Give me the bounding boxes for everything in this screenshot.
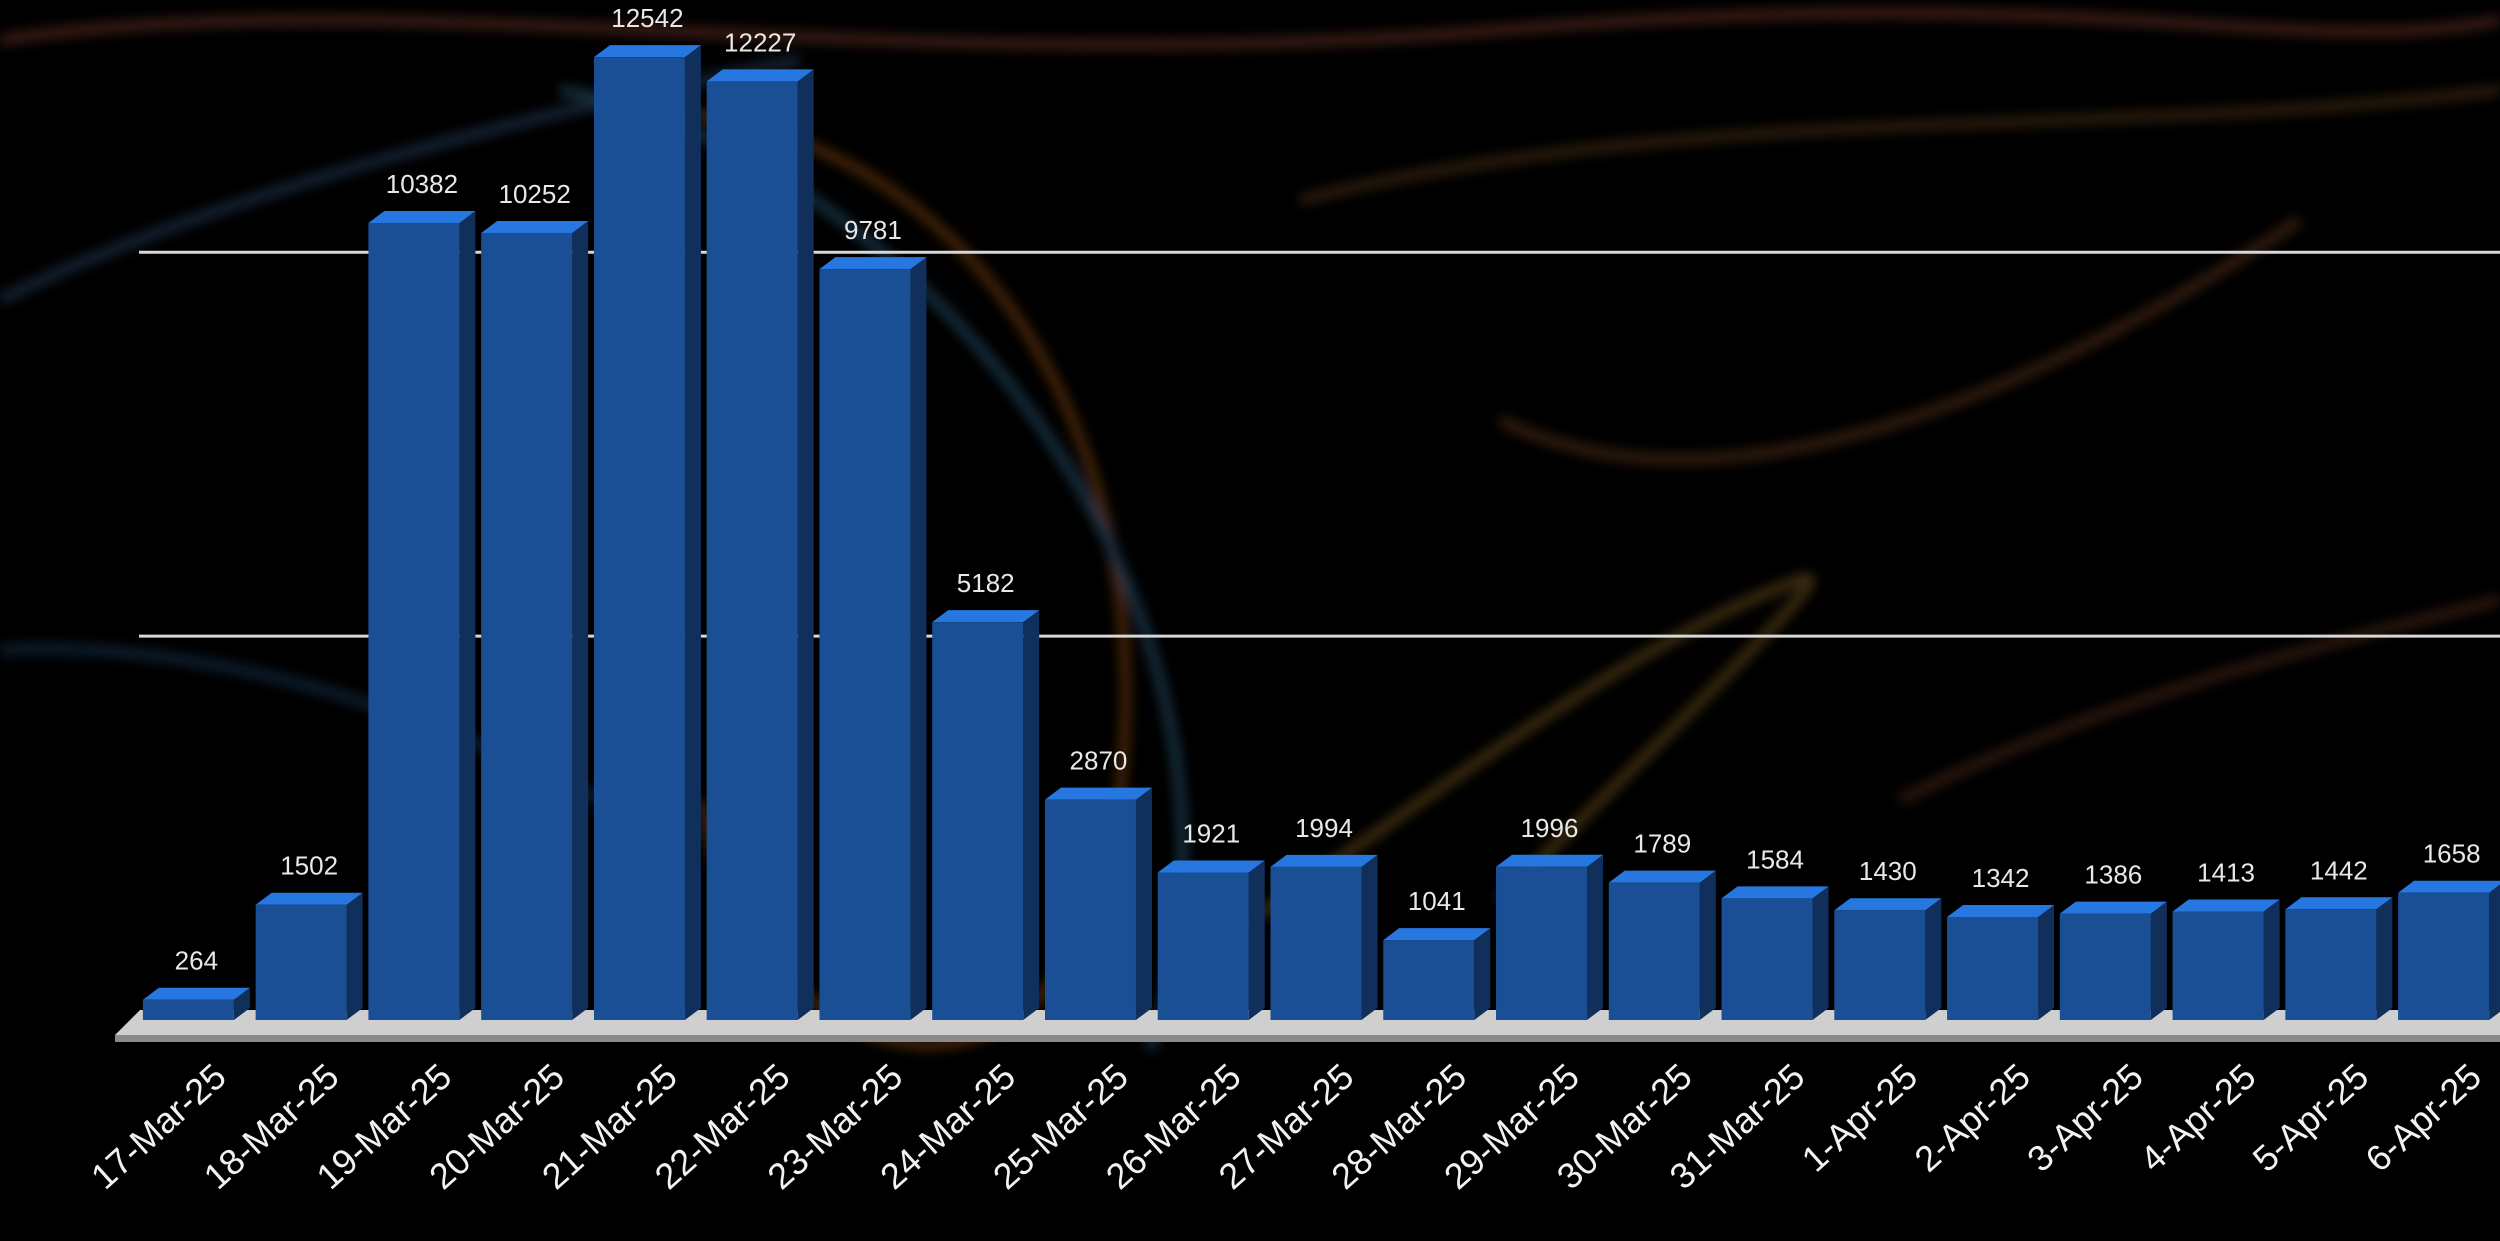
bar [1383, 940, 1475, 1020]
value-label: 1442 [2310, 855, 2368, 885]
value-label: 1921 [1182, 819, 1240, 849]
value-label: 264 [175, 946, 218, 976]
value-label: 1041 [1408, 886, 1466, 916]
bar-side [459, 210, 476, 1021]
bar [932, 622, 1024, 1020]
bar-side [2376, 897, 2393, 1020]
bar-side [2489, 884, 2500, 1020]
bar-top [819, 257, 927, 270]
bar-top [2285, 897, 2393, 910]
bar-side [346, 892, 363, 1020]
bar [1270, 866, 1362, 1020]
bar-top [142, 987, 250, 1000]
value-label: 1342 [1972, 863, 2030, 893]
bar-side [233, 987, 250, 1020]
bar [1157, 872, 1249, 1020]
value-label: 1430 [1859, 856, 1917, 886]
bar-top [1608, 870, 1716, 883]
bar [2172, 911, 2264, 1020]
bar-side [572, 220, 589, 1020]
bar-top [1496, 854, 1604, 867]
bar-top [1157, 860, 1265, 873]
bar-top [2172, 899, 2280, 912]
bar-top [2059, 901, 2167, 914]
bar-top [1947, 904, 2055, 917]
bar-top [1834, 898, 1942, 911]
bar [706, 81, 798, 1021]
bar-top [1044, 787, 1152, 800]
bar-side [1361, 854, 1378, 1020]
bar-top [593, 45, 701, 58]
bar-side [1023, 610, 1040, 1020]
bar-top [1383, 928, 1491, 941]
bar-side [910, 257, 927, 1021]
value-label: 1996 [1521, 813, 1579, 843]
value-label: 12542 [611, 3, 683, 33]
value-label: 1658 [2423, 839, 2481, 869]
bar [1608, 882, 1700, 1020]
bar-top [1270, 854, 1378, 867]
bar-top [368, 210, 476, 223]
bar-side [1925, 898, 1942, 1020]
value-label: 1789 [1633, 829, 1691, 859]
bar-side [1248, 860, 1265, 1020]
value-label: 9781 [844, 215, 902, 245]
bar [1947, 916, 2039, 1020]
bar-side [2150, 901, 2167, 1020]
bar [2285, 909, 2377, 1020]
bar-top [255, 892, 363, 905]
bar-side [1587, 854, 1604, 1020]
bar-side [2263, 899, 2280, 1020]
bar-side [1135, 787, 1152, 1020]
bar-top [481, 220, 589, 233]
bar [1496, 866, 1588, 1020]
value-label: 2870 [1070, 746, 1128, 776]
bar-side [684, 45, 701, 1021]
value-label: 12227 [724, 27, 796, 57]
value-label: 10252 [499, 179, 571, 209]
bar-top [1721, 886, 1829, 899]
bar-side [797, 69, 814, 1021]
bar [481, 232, 573, 1020]
bar-top [932, 610, 1040, 623]
bar-side [1812, 886, 1829, 1020]
bar-side [2038, 904, 2055, 1020]
bar [1834, 910, 1926, 1020]
value-label: 5182 [957, 568, 1015, 598]
bar-side [1474, 928, 1491, 1020]
bar-top [706, 69, 814, 82]
bar-top [2398, 880, 2500, 893]
bar [1044, 799, 1136, 1020]
bar-side [1699, 870, 1716, 1020]
bar [2059, 913, 2151, 1020]
bar [2398, 892, 2490, 1020]
value-label: 1502 [280, 851, 338, 881]
value-label: 10382 [386, 169, 458, 199]
bar [819, 269, 911, 1021]
value-label: 1386 [2084, 860, 2142, 890]
bar [1721, 898, 1813, 1020]
bar [368, 222, 460, 1021]
floor-edge [115, 1035, 2500, 1042]
value-label: 1994 [1295, 813, 1353, 843]
bar [142, 999, 234, 1020]
bar [255, 904, 347, 1020]
value-label: 1413 [2197, 858, 2255, 888]
value-label: 1584 [1746, 844, 1804, 874]
bar [593, 57, 685, 1021]
